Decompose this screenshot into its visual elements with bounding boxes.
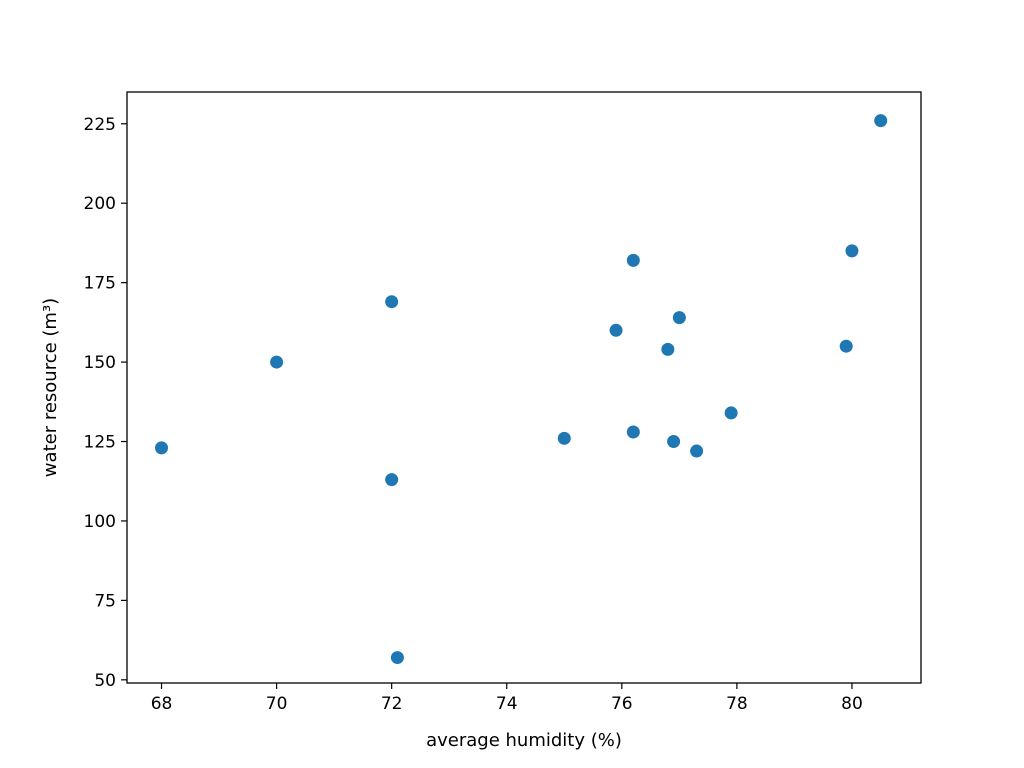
y-tick-label: 75 <box>94 591 116 611</box>
scatter-point <box>626 253 640 267</box>
x-axis-ticks: 68 70 72 74 76 78 80 <box>151 683 863 714</box>
scatter-point <box>270 355 284 369</box>
scatter-point <box>557 431 571 445</box>
y-tick-label: 225 <box>84 115 116 135</box>
scatter-point <box>690 444 704 458</box>
x-tick-label: 72 <box>381 694 403 714</box>
data-points <box>155 114 888 665</box>
scatter-point <box>661 342 675 356</box>
scatter-point <box>667 435 681 449</box>
x-tick-label: 80 <box>841 694 863 714</box>
scatter-point <box>839 339 853 353</box>
scatter-point <box>874 114 888 128</box>
y-axis-ticks: 50 75 100 125 150 175 200 225 <box>84 115 127 691</box>
scatter-point <box>155 441 169 455</box>
x-tick-label: 68 <box>151 694 173 714</box>
scatter-point <box>672 311 686 325</box>
y-tick-label: 200 <box>84 194 116 214</box>
x-tick-label: 74 <box>496 694 518 714</box>
scatter-point <box>385 473 399 487</box>
plot-area <box>126 91 922 684</box>
scatter-point <box>385 295 399 309</box>
y-tick-label: 125 <box>84 433 116 453</box>
x-axis-label: average humidity (%) <box>426 730 622 751</box>
x-tick-label: 78 <box>726 694 748 714</box>
y-axis-label: water resource (m³) <box>40 298 61 477</box>
scatter-point <box>390 651 404 665</box>
y-tick-label: 175 <box>84 274 116 294</box>
x-tick-label: 70 <box>266 694 288 714</box>
y-tick-label: 50 <box>94 671 116 691</box>
scatter-point <box>845 244 859 258</box>
y-tick-label: 150 <box>84 353 116 373</box>
x-tick-label: 76 <box>611 694 633 714</box>
scatter-point <box>724 406 738 420</box>
scatter-point <box>609 323 623 337</box>
scatter-point <box>626 425 640 439</box>
y-tick-label: 100 <box>84 512 116 532</box>
